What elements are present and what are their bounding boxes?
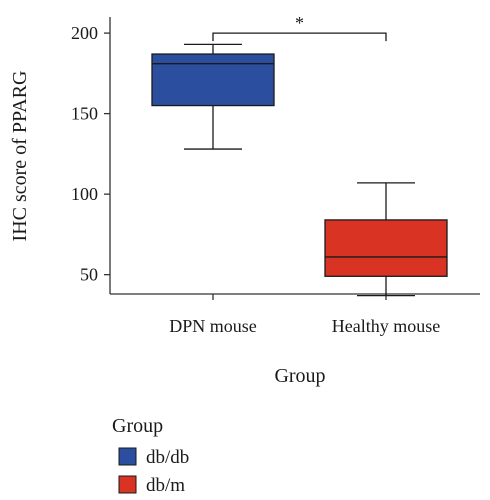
significance-star: *	[295, 13, 304, 33]
y-tick-label-200: 200	[71, 23, 98, 43]
legend-swatch-db-m	[118, 475, 137, 494]
y-ticks: 50 100 150 200	[71, 23, 110, 285]
legend: Group db/db db/m	[112, 415, 189, 496]
x-ticks: DPN mouse Healthy mouse	[169, 294, 440, 336]
y-tick-label-150: 150	[71, 104, 98, 124]
y-tick-label-100: 100	[71, 184, 98, 204]
x-axis-title: Group	[274, 365, 325, 387]
y-axis-title: IHC score of PPARG	[9, 71, 31, 242]
legend-label-db-db: db/db	[146, 447, 189, 468]
box-healthy-mouse	[324, 182, 448, 297]
boxes	[151, 43, 448, 297]
legend-title: Group	[112, 415, 163, 437]
significance-annotation: *	[212, 13, 387, 42]
legend-label-db-m: db/m	[146, 475, 185, 496]
axes	[109, 17, 480, 295]
y-tick-label-50: 50	[80, 265, 98, 285]
x-tick-label-dpn-mouse: DPN mouse	[169, 316, 257, 336]
iqr-box-dpn-mouse	[151, 53, 275, 107]
legend-swatch-db-db	[118, 447, 137, 466]
x-tick-label-healthy-mouse: Healthy mouse	[332, 316, 440, 336]
significance-bracket	[212, 32, 387, 42]
box-dpn-mouse	[151, 43, 275, 150]
iqr-box-healthy-mouse	[324, 219, 448, 277]
